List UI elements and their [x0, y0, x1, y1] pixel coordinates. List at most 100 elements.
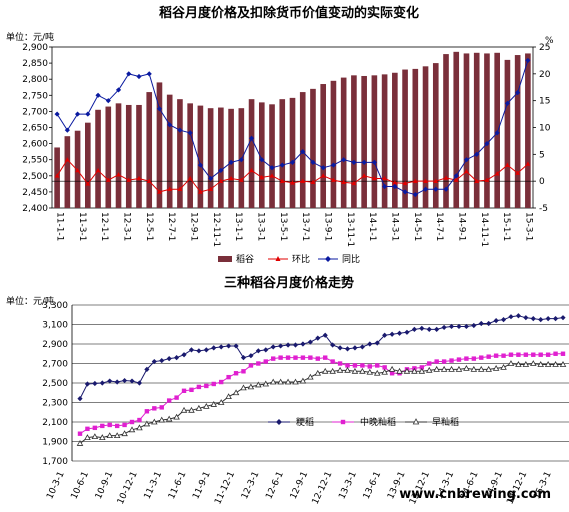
chart2-x-tick-label: 11-3-1	[143, 470, 164, 501]
chart1-mom-point	[64, 157, 70, 162]
chart2-mid-point	[337, 361, 343, 366]
chart1-yoy-point	[54, 111, 60, 117]
chart2-mid-point	[166, 398, 172, 403]
chart2-early-point	[113, 432, 121, 439]
chart1-yoy-point	[167, 122, 173, 128]
chart1-bar	[105, 106, 112, 208]
chart2-mid-point	[85, 426, 90, 432]
chart2-early-point	[396, 367, 403, 374]
chart2-japonica-point	[226, 343, 232, 349]
chart2-early-point	[292, 378, 299, 385]
chart1-right-tick-label: -5	[539, 204, 548, 214]
chart2-mid-point	[315, 356, 320, 361]
chart1-bar	[330, 80, 337, 208]
chart1-mom-point	[412, 178, 418, 183]
chart2-mid-point	[345, 363, 350, 368]
chart2-japonica-point	[396, 330, 403, 336]
chart2-early-point	[217, 399, 225, 405]
chart2-mid-point	[233, 371, 239, 376]
chart1-yoy-point	[146, 71, 152, 77]
chart2-japonica-point	[166, 356, 172, 362]
chart1-yoy-point	[382, 183, 388, 190]
chart1-yoy-point	[433, 186, 439, 192]
chart1-left-tick-label: 2,700	[22, 107, 48, 117]
chart1-yoy-point	[371, 159, 377, 165]
chart1-mom-point	[249, 167, 254, 173]
chart1-left-tick-label: 2,450	[22, 188, 48, 198]
chart2-early-point	[143, 420, 151, 427]
chart1-bar	[279, 99, 286, 208]
chart1-x-tick-label: 12-3-1	[122, 212, 132, 241]
chart2-mid-point	[218, 379, 224, 385]
chart1-mom-point	[453, 177, 459, 182]
chart2-early-point	[411, 367, 418, 374]
chart2-japonica-point	[196, 348, 202, 354]
chart2-mid-point	[114, 423, 120, 429]
chart1-x-tick-label: 13-9-1	[323, 212, 333, 241]
chart1-x-tick-label: 12-1-1	[99, 212, 109, 241]
chart2-japonica-point	[144, 366, 150, 372]
chart1-bar	[207, 108, 214, 208]
chart1-bar	[463, 53, 470, 208]
chart2-japonica-point	[367, 341, 373, 347]
chart1-right-tick-label: 10	[539, 124, 551, 134]
chart2-x-tick-label: 11-12-1	[213, 470, 237, 506]
chart1-bar	[412, 68, 419, 209]
chart2-mid-point	[516, 352, 521, 357]
chart1-bar	[514, 55, 521, 208]
chart2-mid-point	[196, 384, 202, 390]
chart1-bar	[473, 52, 480, 208]
chart2-japonica-point	[285, 342, 291, 348]
chart2-early-point	[240, 384, 247, 391]
chart2-early-point	[188, 406, 195, 413]
chart1-bar	[525, 53, 531, 208]
chart1-yoy-point	[177, 127, 183, 133]
chart2-japonica-point	[99, 380, 105, 386]
chart2-mid-point	[523, 352, 529, 357]
chart2-mid-point	[427, 361, 432, 366]
chart2-mid-point	[300, 355, 306, 360]
chart2-mid-point	[560, 351, 566, 356]
chart1-bar	[166, 94, 173, 208]
chart2-x-tick-label: 13-6-1	[362, 470, 383, 501]
chart2-early-point	[91, 433, 99, 440]
chart2-x-tick-label: 11-6-1	[167, 470, 188, 501]
chart2-japonica-point	[188, 347, 195, 353]
chart2-early-point	[106, 432, 114, 439]
chart2-japonica-point	[203, 347, 209, 353]
chart2-early-point	[247, 383, 255, 390]
chart2-mid-point	[553, 351, 558, 356]
chart1-yoy-point	[126, 71, 132, 77]
chart2-early-point	[485, 365, 492, 372]
chart1-bar	[95, 109, 101, 208]
chart1-mom-point	[505, 162, 510, 167]
chart1-bar	[340, 77, 347, 208]
chart1-bar	[371, 75, 378, 208]
chart2-y-tick-label: 3,300	[42, 301, 68, 311]
chart2-japonica-point	[493, 318, 499, 324]
chart1-mom-point	[259, 174, 265, 180]
chart1-mom-point	[116, 172, 121, 177]
chart1-bar	[54, 147, 60, 208]
chart1-x-tick-label: 12-9-1	[189, 212, 199, 241]
chart2-mid-point	[434, 359, 439, 364]
chart1-x-tick-label: 14-1-1	[367, 212, 377, 241]
chart1-bar	[402, 69, 408, 208]
chart2-early-point	[255, 381, 262, 388]
chart1-bar	[156, 82, 163, 208]
chart2-japonica-point	[530, 316, 536, 322]
chart2-japonica-point	[129, 378, 135, 384]
chart2-legend-marker-japonica	[276, 419, 282, 425]
chart2-mid-point	[538, 352, 543, 357]
chart1-right-unit: %	[545, 36, 554, 46]
chart1-left-tick-label: 2,800	[22, 75, 48, 85]
chart2-japonica-point	[374, 340, 380, 346]
chart2-y-tick-label: 2,700	[42, 360, 68, 370]
chart2-early-point	[336, 366, 344, 373]
chart2-y-tick-label: 2,900	[42, 340, 68, 350]
chart2-y-tick-label: 2,500	[42, 379, 68, 389]
chart1-mom-point	[351, 180, 357, 186]
chart1-bar	[361, 75, 367, 208]
chart2-early-point	[225, 393, 232, 400]
chart2-japonica-point	[560, 315, 566, 321]
